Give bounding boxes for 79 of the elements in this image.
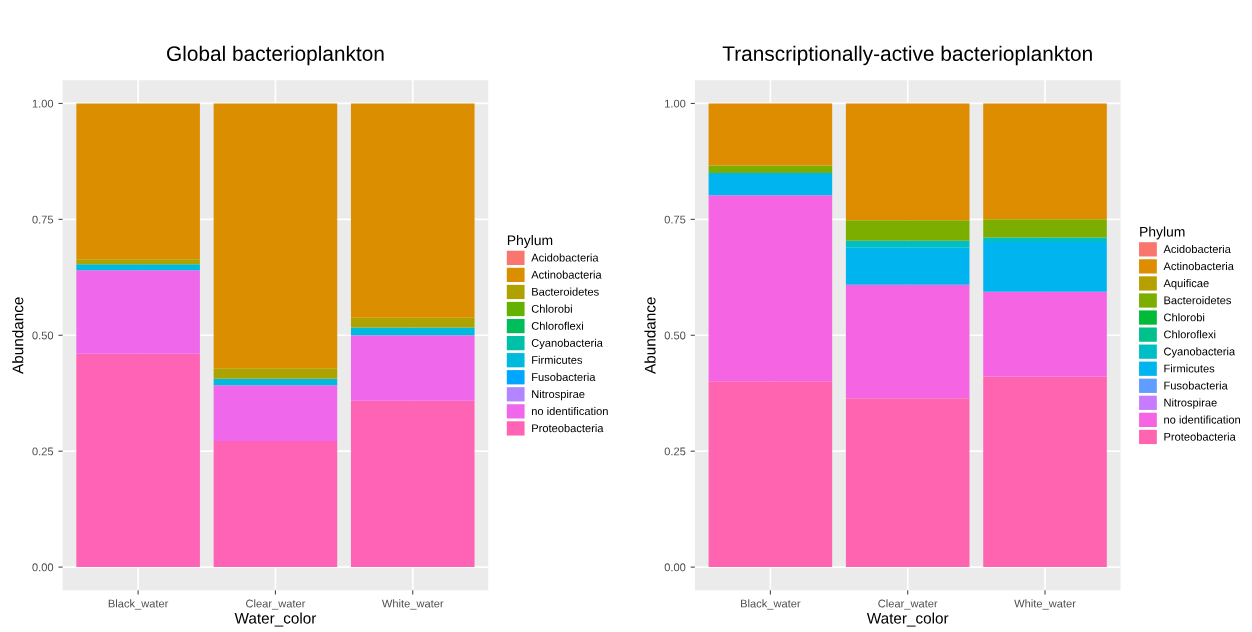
- y-tick-label: 0.75: [32, 215, 54, 224]
- bar: [845, 220, 970, 241]
- bar: [350, 317, 475, 328]
- legend-label: Proteobacteria: [532, 424, 604, 433]
- bar: [983, 291, 1107, 377]
- legend-label: Bacteroidetes: [532, 287, 599, 296]
- bar: [76, 270, 200, 354]
- legend-label: Acidobacteria: [1163, 244, 1231, 254]
- legend-label: Nitrospirae: [532, 389, 585, 401]
- y-tick-label: 0.00: [664, 563, 686, 572]
- legend-label: Actinobacteria: [1163, 261, 1234, 271]
- x-tick-label: White_water: [1014, 599, 1076, 610]
- bar: [76, 259, 200, 265]
- chart-title: Transcriptionally-active bacterioplankton: [722, 45, 1092, 66]
- bar: [350, 335, 475, 401]
- bar: [708, 165, 833, 173]
- legend-label: Acidobacteria: [531, 253, 599, 262]
- bar: [845, 284, 970, 399]
- x-tick-label: Black_water: [108, 599, 169, 610]
- bar: [983, 103, 1107, 220]
- y-tick-label: 0.50: [664, 331, 686, 340]
- bar: [213, 103, 338, 369]
- legend-label: Cyanobacteria: [531, 338, 603, 350]
- bar: [845, 398, 970, 568]
- x-tick-label: White_water: [381, 599, 444, 610]
- y-tick-label: 0.25: [664, 447, 686, 456]
- bar: [213, 385, 338, 441]
- x-tick-label: Clear_water: [878, 599, 938, 610]
- bar: [708, 173, 833, 196]
- y-tick-label: 0.25: [32, 447, 54, 456]
- y-axis-title: Abundance: [644, 297, 656, 374]
- legend-title: Phylum: [507, 235, 553, 248]
- bar: [983, 219, 1107, 238]
- x-axis-title: Water_color: [234, 612, 317, 627]
- bar: [76, 353, 200, 568]
- bar: [350, 400, 475, 568]
- legend-label: Chlorobi: [531, 304, 572, 313]
- bar: [983, 376, 1107, 568]
- y-tick-label: 1.00: [665, 99, 686, 108]
- legend-label: Chloroflexi: [1164, 330, 1216, 339]
- y-tick-label: 0.75: [664, 215, 686, 224]
- legend-label: no identification: [1164, 415, 1240, 424]
- bar: [708, 381, 833, 568]
- x-axis-title: Water_color: [866, 612, 949, 627]
- chart-title: Global bacterioplankton: [167, 45, 384, 66]
- x-tick-label: Clear_water: [246, 599, 306, 610]
- y-tick-label: 0.50: [32, 331, 54, 340]
- y-tick-label: 1.00: [32, 99, 54, 108]
- legend-label: Chlorobi: [1164, 313, 1205, 322]
- legend-label: Firmicutes: [1164, 364, 1215, 373]
- bar: [983, 237, 1107, 243]
- bar: [213, 378, 338, 386]
- legend-label: Proteobacteria: [1164, 432, 1236, 441]
- bar: [76, 103, 200, 260]
- bar: [845, 240, 970, 248]
- legend-label: Chloroflexi: [531, 321, 583, 330]
- legend-label: Nitrospirae: [1164, 398, 1217, 409]
- legend-title: Phylum: [1140, 226, 1185, 240]
- legend-label: Aquificae: [1163, 279, 1209, 290]
- bar: [350, 103, 475, 318]
- bar: [845, 103, 970, 221]
- legend-label: Actinobacteria: [531, 270, 602, 279]
- bar: [76, 264, 200, 271]
- legend-label: no identification: [531, 406, 608, 416]
- bar: [708, 195, 833, 382]
- bar: [983, 242, 1107, 292]
- bar: [708, 103, 833, 166]
- bar: [845, 247, 970, 285]
- x-tick-label: Black_water: [741, 599, 801, 610]
- bar: [213, 440, 338, 568]
- legend-label: Firmicutes: [532, 355, 583, 364]
- legend-label: Fusobacteria: [532, 372, 596, 381]
- legend-label: Fusobacteria: [1164, 381, 1228, 390]
- bar: [213, 368, 338, 379]
- legend-label: Bacteroidetes: [1164, 296, 1232, 305]
- y-tick-label: 0.00: [32, 563, 54, 572]
- y-axis-title: Abundance: [12, 297, 24, 374]
- bar: [350, 327, 475, 336]
- legend-label: Cyanobacteria: [1164, 347, 1236, 358]
